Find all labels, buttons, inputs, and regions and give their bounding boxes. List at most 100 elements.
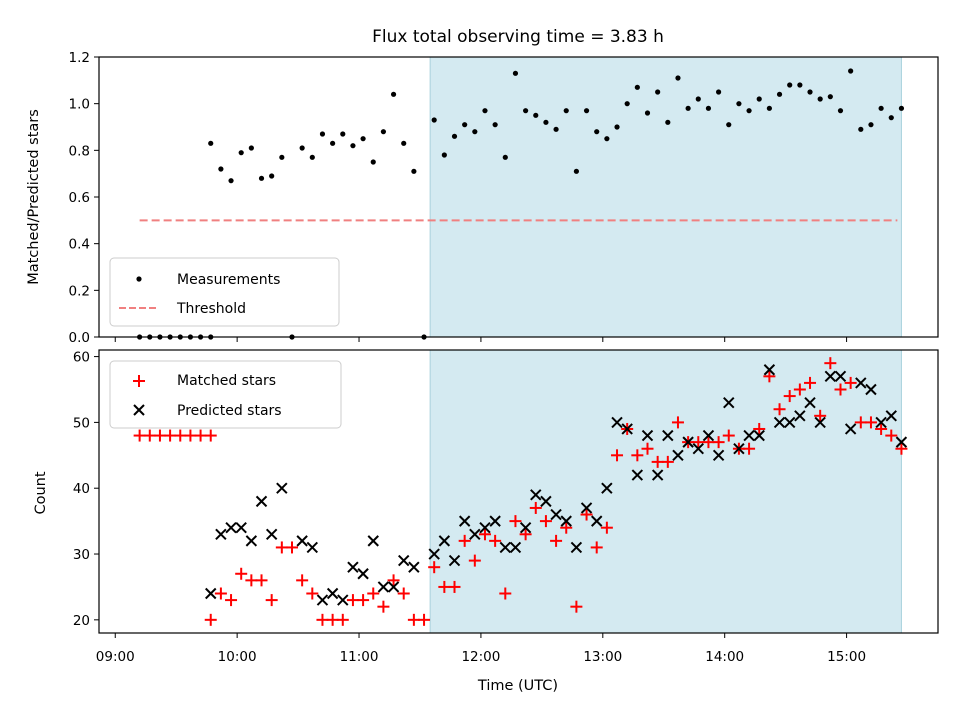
- x-stroke: [702, 429, 715, 442]
- x-stroke: [601, 482, 613, 494]
- measurement-point: [441, 152, 447, 158]
- predicted-star-point: [773, 416, 786, 429]
- matched-star-point: [184, 429, 197, 442]
- x-stroke: [306, 541, 319, 554]
- matched-star-point: [245, 574, 258, 587]
- legend-threshold-label: Threshold: [176, 301, 246, 317]
- x-stroke: [438, 535, 451, 547]
- matched-star-point: [722, 429, 735, 442]
- x-tick-label: 10:00: [218, 649, 257, 665]
- predicted-star-point: [469, 528, 481, 540]
- matched-star-point: [296, 574, 309, 587]
- y-tick-label: 0.4: [69, 237, 90, 253]
- x-stroke: [387, 581, 400, 593]
- measurement-point: [614, 124, 620, 130]
- predicted-star-point: [783, 416, 796, 429]
- measurement-point: [330, 140, 336, 146]
- bottom-panel: 20 30 40 50 60 09:00 10:00 11:00 12:00 13:00 14:0…: [33, 349, 939, 694]
- predicted-star-point: [895, 436, 908, 448]
- predicted-star-point: [387, 581, 400, 593]
- predicted-star-point: [733, 443, 745, 455]
- measurement-point: [878, 105, 884, 111]
- matched-star-point: [519, 528, 532, 541]
- y-tick-label: 30: [73, 547, 90, 563]
- x-stroke: [347, 561, 359, 573]
- x-stroke: [834, 370, 847, 383]
- predicted-star-point: [580, 502, 593, 514]
- predicted-star-point: [672, 449, 684, 462]
- predicted-star-point: [601, 482, 613, 494]
- matched-star-point: [306, 587, 319, 600]
- measurement-point: [716, 89, 722, 95]
- measurement-point: [756, 96, 762, 102]
- matched-star-point: [489, 534, 502, 547]
- predicted-star-point: [479, 521, 491, 534]
- legend-measurements-marker: [136, 276, 142, 282]
- y-tick-label: 0.8: [69, 143, 90, 159]
- matched-star-point: [560, 521, 573, 534]
- matched-star-point: [204, 613, 217, 626]
- matched-star-point: [824, 357, 837, 370]
- x-stroke: [540, 495, 552, 508]
- measurement-point: [370, 159, 376, 165]
- predicted-star-point: [682, 436, 694, 448]
- predicted-star-point: [692, 443, 704, 455]
- measurement-point: [624, 101, 630, 107]
- matched-star-point: [225, 594, 238, 607]
- matched-star-point: [641, 442, 654, 455]
- bottom-axes-frame: [98, 349, 939, 634]
- measurement-point: [553, 126, 559, 132]
- measurement-point: [208, 140, 214, 146]
- measurement-point: [888, 115, 894, 121]
- top-panel: 0.0 0.2 0.4 0.6 0.8 1.0 1.2 Matched/Predicted …: [26, 50, 939, 346]
- x-stroke: [763, 364, 776, 376]
- predicted-star-point: [621, 423, 633, 435]
- measurement-point: [797, 82, 803, 88]
- measurement-point: [776, 91, 783, 97]
- matched-star-point: [611, 449, 624, 462]
- y-tick-label: 0.6: [69, 190, 90, 206]
- y-tick-label: 0.2: [69, 283, 90, 299]
- predicted-star-point: [824, 370, 837, 383]
- matched-star-point: [367, 587, 380, 600]
- measurement-point: [431, 117, 437, 123]
- y-tick-label: 1.0: [69, 97, 90, 113]
- matched-star-point: [397, 587, 410, 600]
- measurement-point: [411, 168, 417, 174]
- predicted-star-point: [875, 416, 887, 429]
- predicted-star-point: [570, 541, 583, 554]
- top-x-ticks: [114, 337, 848, 342]
- x-stroke: [783, 416, 796, 429]
- matched-star-point: [326, 613, 339, 626]
- x-tick-label: 14:00: [705, 649, 744, 665]
- measurement-point: [695, 96, 701, 102]
- matched-star-point: [143, 429, 156, 442]
- predicted-star-point: [347, 561, 359, 573]
- matched-star-point: [692, 436, 705, 449]
- x-stroke: [591, 515, 603, 527]
- predicted-star-point: [712, 449, 725, 462]
- x-stroke: [458, 515, 471, 527]
- measurement-point: [898, 105, 905, 111]
- predicted-star-point: [885, 410, 897, 422]
- x-stroke: [641, 429, 654, 442]
- matched-star-point: [550, 534, 563, 547]
- matched-star-point: [753, 422, 766, 435]
- measurement-point: [299, 145, 305, 151]
- predicted-star-point: [509, 541, 522, 554]
- x-stroke: [408, 561, 420, 573]
- x-tick-label: 12:00: [461, 649, 500, 665]
- bottom-y-axis-label: Count: [33, 471, 49, 514]
- measurement-point: [827, 94, 833, 100]
- x-stroke: [692, 443, 704, 455]
- predicted-star-point: [255, 495, 268, 508]
- x-stroke: [489, 515, 501, 527]
- x-stroke: [316, 594, 329, 606]
- x-stroke: [276, 482, 288, 494]
- measurement-point: [705, 105, 712, 111]
- y-tick-label: 40: [73, 481, 90, 497]
- predicted-star-point: [367, 535, 379, 547]
- matched-star-point: [164, 429, 177, 442]
- measurement-point: [604, 136, 610, 142]
- predicted-star-point: [753, 429, 765, 442]
